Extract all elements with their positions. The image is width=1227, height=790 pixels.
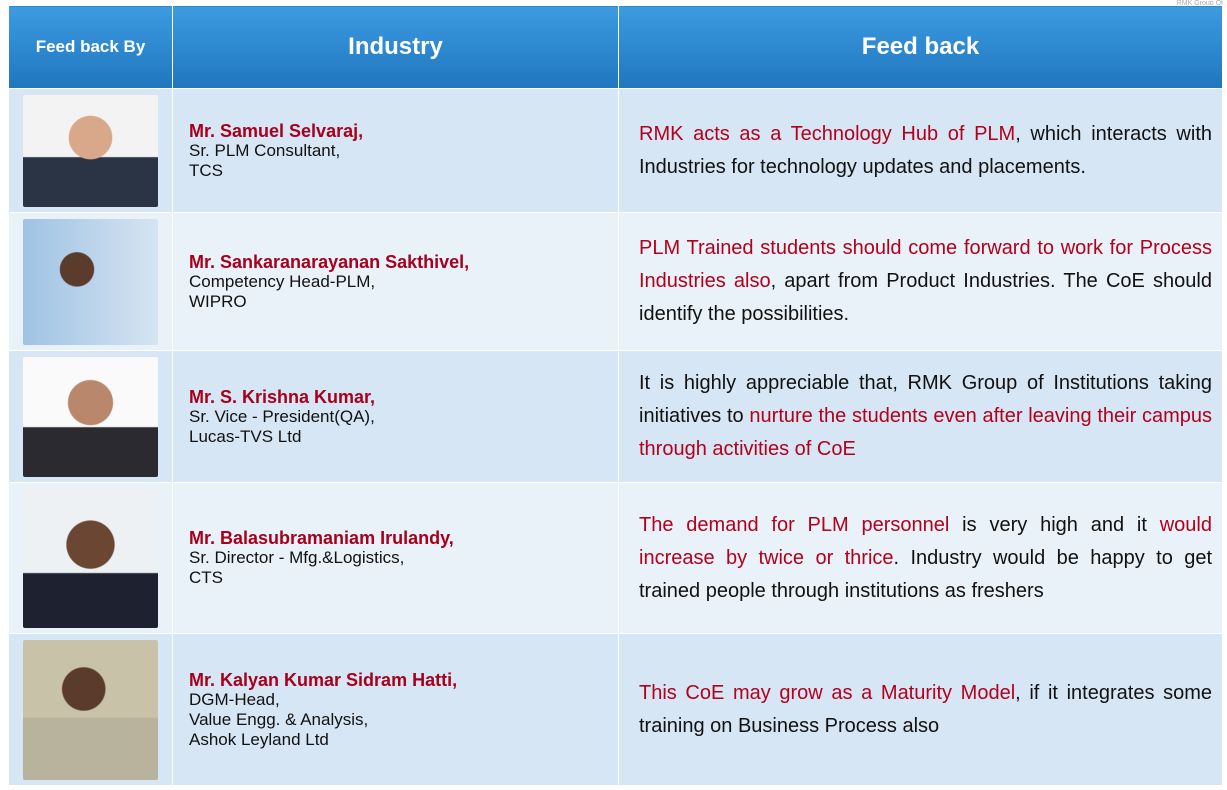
person-detail: Competency Head-PLM, [189,271,376,291]
person-detail: TCS [189,160,223,180]
person-detail: Sr. Director - Mfg.&Logistics, [189,548,405,567]
industry-cell: Mr. Balasubramaniam Irulandy, Sr. Directo… [172,482,619,634]
header-by: Feed back By [8,5,173,89]
person-detail: CTS [189,568,223,587]
feedback-text: PLM Trained students should come forward… [639,237,1212,292]
feedback-text: . Industry would be happy to get trained… [639,546,1212,602]
feedback-text: This CoE may grow as a Maturity Model [639,681,1016,704]
table-body: Mr. Samuel Selvaraj, Sr. PLM Consultant, T… [8,88,1223,786]
feedback-text: The demand for PLM personnel [639,513,950,536]
feedback-cell: The demand for PLM personnel is very hig… [618,482,1223,634]
photo-cell [8,482,173,634]
header-feedback: Feed back [618,5,1223,89]
feedback-table: Feed back By Industry Feed back Mr. Samu… [8,5,1223,786]
person-detail: WIPRO [189,291,247,311]
person-detail: Lucas-TVS Ltd [189,426,302,446]
industry-cell: Mr. Samuel Selvaraj, Sr. PLM Consultant, T… [172,88,619,213]
feedback-text: is very high and it [949,513,1160,536]
row: Mr. S. Krishna Kumar, Sr. Vice - Presiden… [8,350,1223,483]
feedback-text: , apart from Product Industries. The CoE… [639,270,1212,325]
feedback-text: It is highly appreciable that, RMK Group… [639,372,1212,427]
row: Mr. Samuel Selvaraj, Sr. PLM Consultant, T… [8,88,1223,213]
person-detail: DGM-Head, [189,689,280,709]
photo [23,94,158,207]
industry-cell: Mr. S. Krishna Kumar, Sr. Vice - Presiden… [172,350,619,483]
person-detail: Value Engg. & Analysis, [189,709,369,729]
feedback-text: nurture the students even after leaving … [639,405,1212,460]
feedback-text: RMK acts as a Technology Hub of PLM [639,122,1016,145]
feedback-text: , which interacts with Industries for te… [639,122,1213,178]
feedback-text: , if it integrates some training on Busi… [639,681,1212,737]
feedback-cell: It is highly appreciable that, RMK Group… [618,350,1223,483]
person-detail: Ashok Leyland Ltd [189,729,329,749]
photo [23,488,158,628]
industry-cell: Mr. Kalyan Kumar Sidram Hatti, DGM-Head, V… [172,633,619,786]
photo-cell [8,633,173,786]
header-row: Feed back By Industry Feed back [8,5,1223,89]
feedback-cell: RMK acts as a Technology Hub of PLM, whi… [618,88,1223,213]
person-name: Mr. Sankaranarayanan Sakthivel, [189,251,470,272]
photo [23,218,158,345]
header-industry: Industry [172,5,619,89]
photo-cell [8,88,173,213]
photo [23,356,158,477]
row: Mr. Sankaranarayanan Sakthivel, Competenc… [8,212,1223,351]
row: Mr. Balasubramaniam Irulandy, Sr. Directo… [8,482,1223,634]
person-name: Mr. Balasubramaniam Irulandy, [189,528,454,548]
industry-cell: Mr. Sankaranarayanan Sakthivel, Competenc… [172,212,619,351]
feedback-cell: This CoE may grow as a Maturity Model, i… [618,633,1223,786]
photo-cell [8,212,173,351]
person-name: Mr. Samuel Selvaraj, [189,120,364,141]
person-detail: Sr. Vice - President(QA), [189,406,375,426]
corner-text: RMK Group Of [1176,0,1223,7]
photo [23,639,158,780]
feedback-text: would increase by twice or thrice [639,513,1212,569]
person-name: Mr. S. Krishna Kumar, [189,386,376,407]
photo-cell [8,350,173,483]
person-detail: Sr. PLM Consultant, [189,140,341,160]
person-name: Mr. Kalyan Kumar Sidram Hatti, [189,669,458,690]
feedback-cell: PLM Trained students should come forward… [618,212,1223,351]
row: Mr. Kalyan Kumar Sidram Hatti, DGM-Head, V… [8,633,1223,786]
